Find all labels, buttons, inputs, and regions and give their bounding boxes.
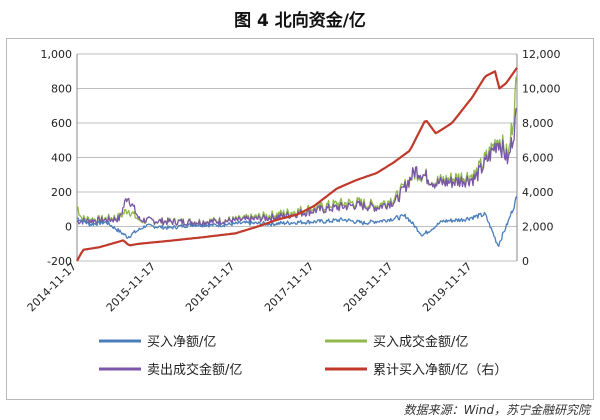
y-right-tick-label: 12,000 bbox=[522, 48, 561, 61]
y-right-tick-label: 2,000 bbox=[522, 221, 554, 234]
page-title: 图 4 北向资金/亿 bbox=[234, 11, 366, 31]
y-left-tick-label: 400 bbox=[51, 152, 72, 165]
y-right-tick-label: 6,000 bbox=[522, 152, 554, 165]
y-right-tick-label: 0 bbox=[522, 255, 529, 268]
series-line-4 bbox=[76, 67, 518, 262]
chart-frame: -200 0 0 2,000 200 4,000 400 6,000 600 8,000 800 10… bbox=[6, 38, 594, 400]
y-left-tick-label: -200 bbox=[47, 255, 72, 268]
y-left-tick-label: 200 bbox=[51, 186, 72, 199]
y-right-tick-label: 8,000 bbox=[522, 117, 554, 130]
y-left-tick-label: 0 bbox=[65, 221, 72, 234]
y-right-tick-label: 4,000 bbox=[522, 186, 554, 199]
chart-svg: -200 0 0 2,000 200 4,000 400 6,000 600 8,000 800 10… bbox=[25, 48, 561, 378]
x-tick-label: 2014-11-17 bbox=[25, 260, 79, 314]
x-tick-label: 2019-11-17 bbox=[420, 260, 474, 314]
y-left-tick-label: 800 bbox=[51, 83, 72, 96]
y-left-tick-label: 1,000 bbox=[41, 48, 73, 61]
x-tick-label: 2018-11-17 bbox=[341, 260, 395, 314]
y-right-tick-label: 10,000 bbox=[522, 83, 561, 96]
source-note: 数据来源：Wind，苏宁金融研究院 bbox=[403, 403, 590, 417]
x-tick-label: 2015-11-17 bbox=[104, 260, 158, 314]
series-line-2 bbox=[76, 75, 518, 227]
legend-label: 买入成交金额/亿 bbox=[373, 334, 468, 350]
series-line-1 bbox=[76, 195, 518, 247]
x-tick-label: 2017-11-17 bbox=[262, 260, 316, 314]
legend-label: 买入净额/亿 bbox=[147, 335, 216, 350]
series-line-3 bbox=[76, 107, 518, 227]
legend-label: 累计买入净额/亿（右） bbox=[373, 363, 507, 378]
legend-label: 卖出成交金额/亿 bbox=[147, 362, 242, 378]
x-tick-label: 2016-11-17 bbox=[183, 260, 237, 314]
y-left-tick-label: 600 bbox=[51, 117, 72, 130]
